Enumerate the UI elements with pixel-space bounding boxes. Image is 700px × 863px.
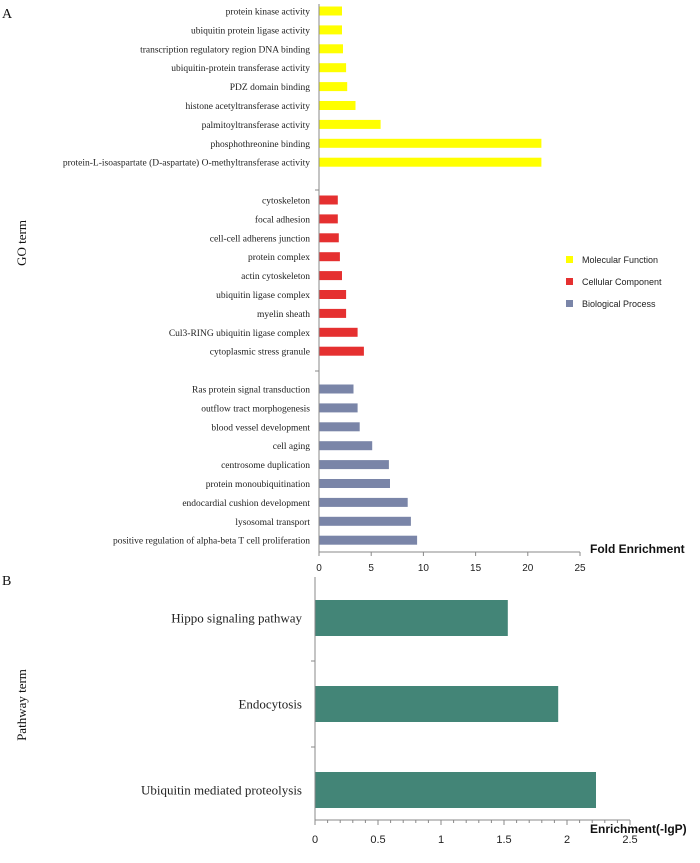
bar — [319, 6, 342, 16]
category-label: cytoplasmic stress granule — [210, 348, 310, 358]
x-tick-label: 20 — [522, 563, 534, 574]
category-label: ubiquitin-protein transferase activity — [171, 63, 310, 74]
x-tick-label: 1.5 — [496, 834, 511, 846]
legend-swatch — [566, 256, 573, 263]
category-label: Cul3-RING ubiquitin ligase complex — [169, 329, 310, 339]
bar — [319, 44, 343, 54]
legend-label: Molecular Function — [582, 255, 658, 265]
category-label: myelin sheath — [257, 310, 310, 320]
x-tick-label: 2 — [564, 834, 570, 846]
bar — [319, 195, 338, 205]
category-label: actin cytoskeleton — [241, 272, 310, 282]
panel-a-x-axis-label: Fold Enrichment — [590, 542, 685, 556]
x-tick-label: 25 — [574, 563, 586, 574]
category-label: centrosome duplication — [221, 461, 310, 471]
category-label: cell aging — [273, 442, 310, 452]
bar — [319, 119, 381, 129]
x-tick-label: 10 — [418, 563, 430, 574]
category-label: palmitoyltransferase activity — [202, 120, 311, 131]
x-tick-label: 0 — [312, 834, 318, 846]
category-label: protein kinase activity — [226, 8, 311, 18]
bar — [319, 157, 542, 167]
panel-b-y-axis-label: Pathway term — [14, 669, 29, 741]
bar — [319, 422, 360, 432]
bar — [315, 600, 508, 636]
x-tick-label: 0 — [316, 563, 322, 574]
bar — [319, 403, 358, 413]
bar — [319, 214, 338, 224]
bar — [319, 479, 390, 488]
category-label: Ras protein signal transduction — [192, 386, 310, 396]
bar — [319, 101, 356, 110]
panel-b-label: B — [2, 574, 11, 589]
panel-a-label: A — [2, 7, 13, 22]
category-label: protein monoubiquitination — [206, 480, 310, 490]
category-label: ubiquitin protein ligase activity — [191, 26, 310, 36]
bar — [319, 308, 347, 318]
legend-label: Biological Process — [582, 299, 656, 309]
panel-a-plot: protein kinase activity ubiquitin protein… — [63, 4, 586, 574]
category-label: lysosomal transport — [235, 518, 310, 528]
bar — [319, 138, 542, 148]
bar — [319, 233, 339, 243]
category-label: cytoskeleton — [262, 197, 310, 207]
bar — [319, 290, 347, 299]
bar — [319, 497, 408, 507]
category-label: endocardial cushion development — [182, 499, 310, 509]
category-label: ubiquitin ligase complex — [216, 291, 310, 301]
bar — [319, 441, 373, 451]
bar — [319, 63, 347, 73]
bar — [319, 535, 418, 545]
bar — [319, 460, 389, 470]
legend-swatch — [566, 300, 573, 307]
bar — [319, 384, 354, 394]
x-tick-label: 2.5 — [622, 834, 637, 846]
category-label: Hippo signaling pathway — [171, 611, 302, 626]
bar — [319, 327, 358, 337]
bar — [319, 271, 342, 281]
category-label: Ubiquitin mediated proteolysis — [141, 783, 302, 798]
bar — [319, 82, 348, 92]
category-label: blood vessel development — [211, 423, 310, 433]
category-label: transcription regulatory region DNA bind… — [140, 45, 310, 55]
panel-a-y-axis-label: GO term — [14, 220, 29, 266]
x-tick-label: 1 — [438, 834, 444, 846]
panel-a-legend: Molecular Function Cellular Component Biol… — [566, 255, 662, 309]
x-tick-label: 5 — [368, 563, 374, 574]
bar — [319, 252, 340, 262]
x-tick-label: 15 — [470, 563, 482, 574]
category-label: PDZ domain binding — [230, 83, 310, 93]
category-label: phosphothreonine binding — [211, 140, 311, 150]
legend-swatch — [566, 278, 573, 285]
category-label: histone acetyltransferase activity — [185, 101, 310, 112]
bar — [319, 346, 364, 356]
bar — [315, 686, 559, 722]
x-tick-label: 0.5 — [370, 834, 385, 846]
bar — [319, 25, 342, 35]
category-label: protein complex — [248, 253, 310, 263]
panel-b-plot: Hippo signaling pathway Endocytosis Ubiqui… — [141, 577, 638, 846]
panel-b-x-axis-label: Enrichment(-lgP) — [590, 822, 687, 836]
category-label: cell-cell adherens junction — [210, 234, 310, 244]
category-label: Endocytosis — [238, 697, 302, 712]
bar — [319, 516, 411, 526]
bar — [315, 772, 596, 808]
category-label: protein-L-isoaspartate (D-aspartate) O-m… — [63, 158, 310, 169]
category-label: focal adhesion — [255, 214, 310, 225]
category-label: outflow tract morphogenesis — [201, 403, 310, 414]
category-label: positive regulation of alpha-beta T cell… — [113, 536, 310, 547]
legend-label: Cellular Component — [582, 277, 662, 287]
